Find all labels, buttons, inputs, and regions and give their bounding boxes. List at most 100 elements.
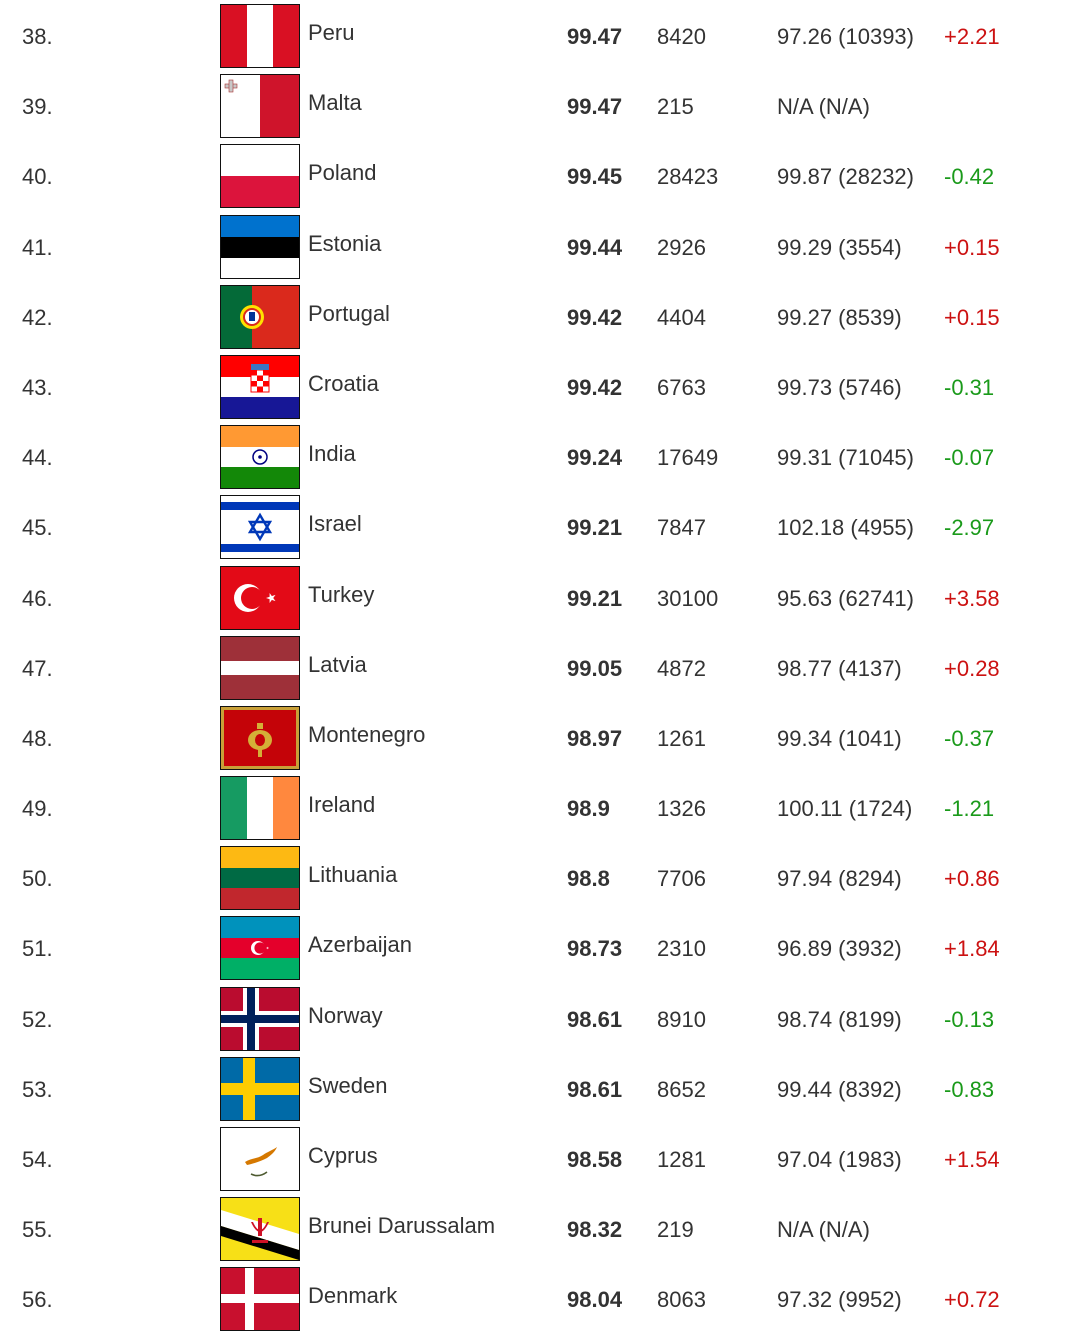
country-name: Brunei Darussalam xyxy=(308,1213,496,1239)
table-row: 52. Norway 98.61 8910 98.74 (8199) -0.13 xyxy=(0,985,1070,1055)
previous-score-cell: 99.31 (71045) xyxy=(777,445,914,471)
table-row: 54. Cyprus 98.58 1281 97.04 (1983) +1.54 xyxy=(0,1125,1070,1195)
table-row: 47. Latvia 99.05 4872 98.77 (4137) +0.28 xyxy=(0,634,1070,704)
portugal-flag-icon xyxy=(220,284,300,349)
change-cell: +3.58 xyxy=(944,585,1000,611)
count-cell: 215 xyxy=(657,94,694,120)
poland-flag-icon xyxy=(220,144,300,209)
table-row: 45. Israel 99.21 7847 102.18 (4955) -2.97 xyxy=(0,493,1070,563)
change-cell: -0.07 xyxy=(944,445,995,471)
country-name: Denmark xyxy=(308,1283,398,1309)
change-cell: +1.54 xyxy=(944,1147,1000,1172)
previous-score-cell: 99.73 (5746) xyxy=(777,374,902,400)
rank-cell: 48. xyxy=(22,725,53,751)
rank-cell: 54. xyxy=(22,1147,53,1172)
score-cell: 98.8 xyxy=(567,866,610,892)
table-row: 46. Turkey 99.21 30100 95.63 (62741) +3.58 xyxy=(0,564,1070,634)
rank-cell: 53. xyxy=(22,1076,53,1102)
count-cell: 1261 xyxy=(657,725,706,751)
change-cell: +0.86 xyxy=(944,866,1000,892)
count-cell: 8652 xyxy=(657,1076,706,1102)
previous-score-cell: 99.34 (1041) xyxy=(777,725,902,751)
count-cell: 8910 xyxy=(657,1006,706,1032)
change-cell: -2.97 xyxy=(944,515,995,541)
estonia-flag-icon xyxy=(220,214,300,279)
country-name: Estonia xyxy=(308,230,382,256)
peru-flag-icon xyxy=(220,4,300,68)
score-cell: 99.05 xyxy=(567,655,623,681)
count-cell: 2310 xyxy=(657,936,706,962)
montenegro-flag-icon xyxy=(220,705,300,770)
table-row: 48. Montenegro 98.97 1261 99.34 (1041) -0.37 xyxy=(0,704,1070,774)
table-row: 39. Malta 99.47 215 N/A (N/A) xyxy=(0,72,1070,142)
score-cell: 99.47 xyxy=(567,94,623,120)
score-cell: 99.21 xyxy=(567,515,623,541)
norway-flag-icon xyxy=(220,986,300,1051)
country-name: Portugal xyxy=(308,300,390,326)
score-cell: 99.24 xyxy=(567,445,623,471)
azerbaijan-flag-icon xyxy=(220,916,300,981)
count-cell: 30100 xyxy=(657,585,719,611)
table-row: 38. Peru 99.47 8420 97.26 (10393) +2.21 xyxy=(0,2,1070,72)
change-cell: -1.21 xyxy=(944,796,995,822)
table-row: 53. Sweden 98.61 8652 99.44 (8392) -0.83 xyxy=(0,1055,1070,1125)
table-row: 44. India 99.24 17649 99.31 (71045) -0.07 xyxy=(0,423,1070,493)
change-cell: -0.31 xyxy=(944,374,995,400)
previous-score-cell: 97.94 (8294) xyxy=(777,866,902,892)
brunei-flag-icon xyxy=(220,1197,300,1262)
country-name: Israel xyxy=(308,511,362,537)
count-cell: 7706 xyxy=(657,866,706,892)
previous-score-cell: 100.11 (1724) xyxy=(777,796,913,822)
score-cell: 98.32 xyxy=(567,1217,623,1243)
rank-cell: 40. xyxy=(22,164,53,190)
count-cell: 1326 xyxy=(657,796,706,822)
country-name: Malta xyxy=(308,90,362,116)
denmark-flag-icon xyxy=(220,1267,300,1332)
score-cell: 99.45 xyxy=(567,164,623,190)
count-cell: 4872 xyxy=(657,655,706,681)
count-cell: 8420 xyxy=(657,24,706,49)
score-cell: 98.73 xyxy=(567,936,623,962)
score-cell: 99.47 xyxy=(567,24,623,49)
country-name: Sweden xyxy=(308,1072,388,1098)
country-name: Cyprus xyxy=(308,1143,378,1168)
rank-cell: 38. xyxy=(22,24,53,49)
country-name: Montenegro xyxy=(308,721,426,747)
previous-score-cell: 98.77 (4137) xyxy=(777,655,902,681)
previous-score-cell: 95.63 (62741) xyxy=(777,585,914,611)
change-cell: -0.42 xyxy=(944,164,995,190)
turkey-flag-icon xyxy=(220,565,300,630)
sweden-flag-icon xyxy=(220,1056,300,1121)
latvia-flag-icon xyxy=(220,635,300,700)
count-cell: 4404 xyxy=(657,304,706,330)
country-name: Lithuania xyxy=(308,862,398,888)
score-cell: 98.61 xyxy=(567,1076,623,1102)
rank-cell: 55. xyxy=(22,1217,53,1243)
table-row: 42. Portugal 99.42 4404 99.27 (8539) +0.15 xyxy=(0,283,1070,353)
score-cell: 99.42 xyxy=(567,374,623,400)
country-name: Turkey xyxy=(308,581,375,607)
country-name: Ireland xyxy=(308,792,376,818)
previous-score-cell: N/A (N/A) xyxy=(777,94,870,120)
score-cell: 98.61 xyxy=(567,1006,623,1032)
count-cell: 1281 xyxy=(657,1147,706,1172)
score-cell: 98.04 xyxy=(567,1287,623,1313)
table-row: 55. Brunei Darussalam 98.32 219 N/A (N/A) xyxy=(0,1195,1070,1265)
change-cell: +0.15 xyxy=(944,304,1000,330)
count-cell: 2926 xyxy=(657,234,706,260)
country-name: Latvia xyxy=(308,651,367,677)
count-cell: 28423 xyxy=(657,164,719,190)
previous-score-cell: 97.04 (1983) xyxy=(777,1147,902,1172)
previous-score-cell: 97.26 (10393) xyxy=(777,24,914,49)
table-row: 49. Ireland 98.9 1326 100.11 (1724) -1.21 xyxy=(0,774,1070,844)
table-row: 40. Poland 99.45 28423 99.87 (28232) -0.42 xyxy=(0,142,1070,212)
rank-cell: 52. xyxy=(22,1006,53,1032)
change-cell: +2.21 xyxy=(944,24,1000,49)
table-row: 43. Croatia 99.42 6763 99.73 (5746) -0.31 xyxy=(0,353,1070,423)
previous-score-cell: 99.29 (3554) xyxy=(777,234,902,260)
lithuania-flag-icon xyxy=(220,846,300,911)
india-flag-icon xyxy=(220,425,300,490)
rank-cell: 43. xyxy=(22,374,53,400)
change-cell: +0.28 xyxy=(944,655,1000,681)
